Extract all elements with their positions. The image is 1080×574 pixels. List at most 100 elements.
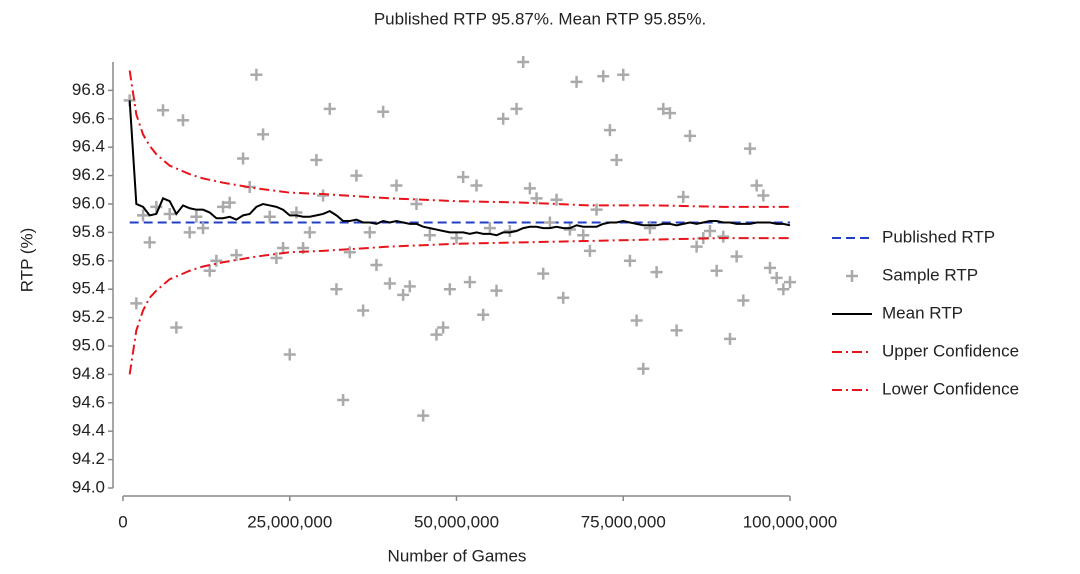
point [670, 324, 683, 337]
point [757, 189, 770, 202]
point [357, 304, 370, 317]
point [217, 200, 230, 213]
y-tick-label: 94.0 [72, 477, 105, 496]
point [390, 179, 403, 192]
point [537, 267, 550, 280]
y-tick-label: 96.2 [72, 165, 105, 184]
point [270, 251, 283, 264]
point [777, 283, 790, 296]
point [223, 196, 236, 209]
point [290, 206, 303, 219]
point [183, 226, 196, 239]
point [317, 189, 330, 202]
point [650, 266, 663, 279]
point [137, 209, 150, 222]
y-tick-label: 95.0 [72, 335, 105, 354]
legend-label: Lower Confidence [882, 379, 1019, 398]
point [143, 236, 156, 249]
point [743, 142, 756, 155]
point [550, 193, 563, 206]
point [737, 294, 750, 307]
point [677, 190, 690, 203]
point [763, 261, 776, 274]
point [450, 232, 463, 245]
point [770, 271, 783, 284]
point [643, 222, 656, 235]
point [377, 105, 390, 118]
point [410, 198, 423, 210]
point [583, 244, 596, 257]
point [530, 192, 543, 205]
point [750, 179, 763, 192]
point [203, 264, 216, 277]
point [443, 283, 456, 296]
point [523, 182, 536, 195]
point [577, 229, 590, 242]
y-axis-label: RTP (%) [17, 228, 36, 293]
point [470, 179, 483, 192]
legend-label: Upper Confidence [882, 341, 1019, 360]
point [497, 112, 510, 125]
point [623, 254, 636, 267]
point [210, 254, 223, 267]
point [230, 249, 243, 262]
point [630, 314, 643, 327]
point [723, 332, 736, 345]
y-tick-label: 94.4 [72, 421, 105, 440]
point [590, 203, 603, 216]
y-tick-label: 96.8 [72, 80, 105, 99]
point [603, 124, 616, 137]
x-tick-label: 0 [118, 512, 127, 531]
y-tick-label: 94.6 [72, 392, 105, 411]
point [363, 226, 376, 239]
point [517, 56, 530, 68]
point [190, 210, 203, 223]
point [303, 226, 316, 239]
legend-label: Sample RTP [882, 265, 978, 284]
point [710, 264, 723, 277]
point [263, 210, 276, 223]
point [617, 68, 630, 81]
point [543, 216, 556, 229]
point [463, 276, 476, 289]
point [483, 222, 496, 235]
point [610, 153, 623, 166]
y-tick-label: 94.2 [72, 449, 105, 468]
point [717, 230, 730, 243]
point [437, 321, 450, 334]
x-tick-label: 25,000,000 [247, 512, 332, 531]
point [383, 277, 396, 290]
point [323, 102, 336, 115]
y-tick-label: 95.2 [72, 307, 105, 326]
point [157, 104, 170, 117]
y-tick-label: 96.0 [72, 193, 105, 212]
x-tick-label: 100,000,000 [743, 512, 838, 531]
x-tick-label: 50,000,000 [414, 512, 499, 531]
point [350, 169, 363, 182]
line [128, 237, 790, 375]
chart-title: Published RTP 95.87%. Mean RTP 95.85%. [374, 9, 706, 28]
point [403, 280, 416, 293]
point [417, 409, 430, 422]
line [128, 100, 791, 237]
point [337, 393, 350, 406]
line [128, 70, 790, 208]
point [177, 114, 190, 127]
point [343, 246, 356, 259]
legend-swatch [846, 270, 858, 282]
point [663, 107, 676, 120]
point [130, 297, 143, 310]
y-tick-label: 95.8 [72, 222, 105, 241]
point [423, 229, 436, 242]
point [570, 75, 583, 88]
point [237, 152, 250, 165]
point [163, 207, 176, 220]
y-tick-label: 95.6 [72, 250, 105, 269]
y-tick-label: 95.4 [72, 279, 105, 298]
point [283, 348, 296, 361]
y-tick-label: 94.8 [72, 364, 105, 383]
legend-label: Published RTP [882, 227, 995, 246]
point [730, 250, 743, 263]
point [330, 283, 343, 296]
